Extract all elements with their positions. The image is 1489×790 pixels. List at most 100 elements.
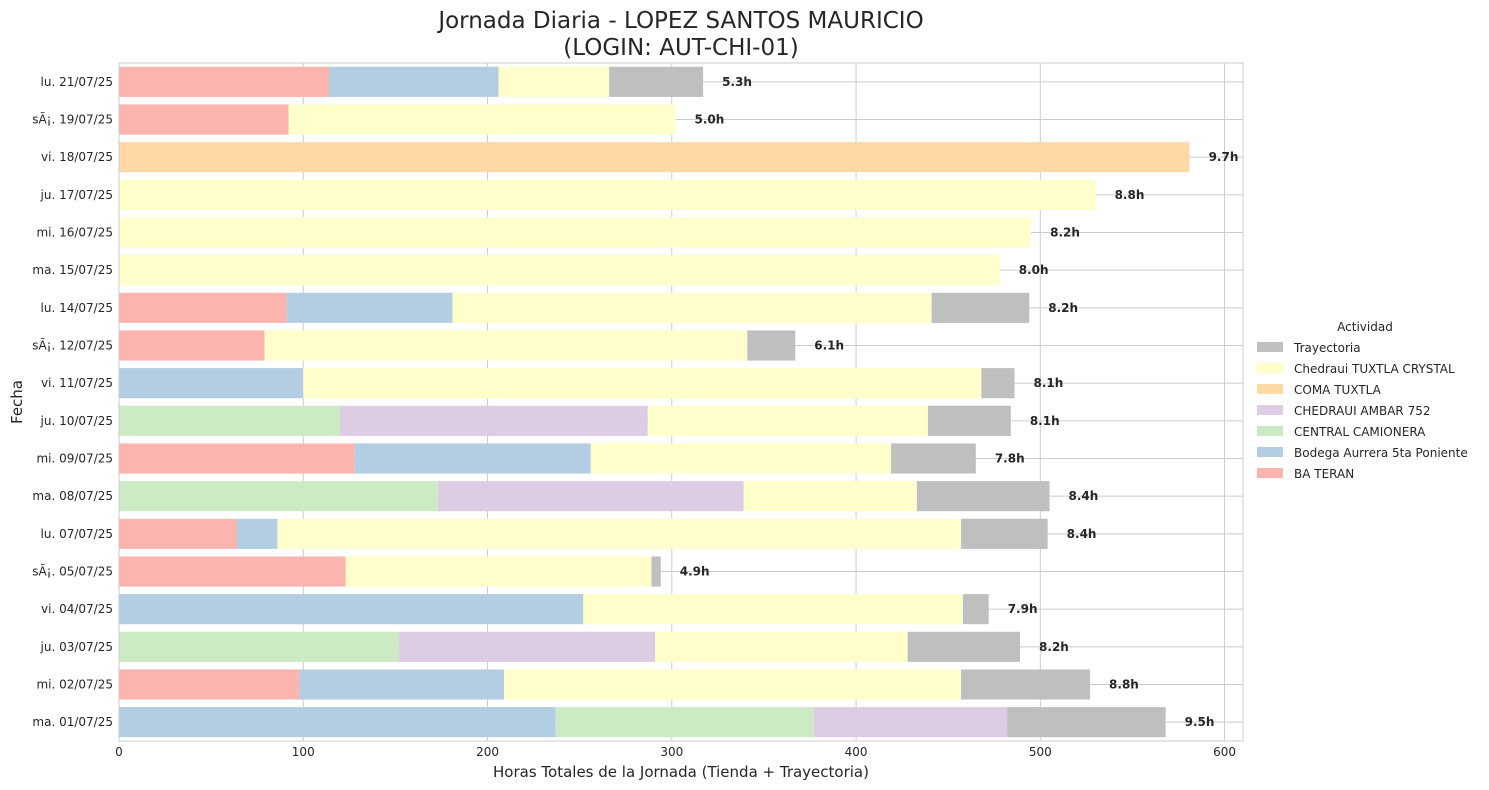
bar-segment: [609, 66, 704, 97]
bar-segment: [345, 556, 652, 587]
chart-title: Jornada Diaria - LOPEZ SANTOS MAURICIO: [436, 8, 923, 34]
y-tick-label: lu. 07/07/25: [41, 527, 113, 541]
total-label: 8.1h: [1034, 376, 1064, 390]
bar-segment: [962, 594, 989, 625]
y-tick-label: vi. 18/07/25: [41, 150, 113, 164]
plot-frame: [118, 62, 1244, 742]
y-tick-labels: ma. 01/07/25 mi. 02/07/25 ju. 03/07/25 vi. …: [32, 75, 113, 729]
bar-segment: [119, 66, 330, 97]
y-tick-label: mi. 09/07/25: [36, 452, 113, 466]
y-tick-label: ju. 10/07/25: [40, 414, 113, 428]
total-label: 8.1h: [1030, 414, 1060, 428]
x-tick-label: 100: [292, 745, 315, 759]
bar-segment: [504, 669, 962, 700]
x-tick-label: 300: [660, 745, 683, 759]
bar-segment: [340, 405, 648, 436]
bars-group: [119, 66, 1190, 738]
bar-segment: [1007, 707, 1166, 738]
total-label: 8.2h: [1050, 226, 1080, 240]
y-tick-label: ma. 08/07/25: [32, 489, 113, 503]
bar-segment: [329, 66, 499, 97]
bar-segment: [916, 481, 1050, 512]
bar-segment: [590, 443, 892, 474]
bar-segment: [119, 556, 346, 587]
total-label: 5.3h: [722, 75, 752, 89]
legend-swatch: [1257, 405, 1283, 415]
y-tick-label: lu. 14/07/25: [41, 301, 113, 315]
bar-segment: [119, 217, 1032, 248]
total-label: 8.8h: [1109, 678, 1139, 692]
x-tick-label: 400: [845, 745, 868, 759]
total-label: 8.4h: [1069, 489, 1099, 503]
bar-segment: [288, 104, 676, 135]
x-tick-label: 500: [1029, 745, 1052, 759]
legend-title: Actividad: [1337, 320, 1393, 334]
bar-segment: [119, 179, 1096, 210]
bar-segment: [119, 518, 237, 549]
bar-segment: [498, 66, 610, 97]
legend-swatch: [1257, 468, 1283, 478]
bar-segment: [119, 707, 556, 738]
bar-segment: [437, 481, 744, 512]
y-tick-label: vi. 11/07/25: [41, 376, 113, 390]
bar-segment: [119, 255, 1000, 286]
y-tick-label: sÃ¡. 12/07/25: [32, 338, 113, 353]
legend-swatch: [1257, 384, 1283, 394]
bar-segment: [119, 104, 289, 135]
bar-segment: [264, 330, 748, 361]
total-label: 4.9h: [680, 565, 710, 579]
y-tick-label: ma. 15/07/25: [32, 263, 113, 277]
bar-segment: [981, 368, 1015, 399]
bar-segment: [655, 631, 908, 662]
bar-segment: [119, 330, 265, 361]
bar-segment: [743, 481, 917, 512]
bar-segment: [747, 330, 796, 361]
total-label: 5.0h: [694, 113, 724, 127]
bar-segment: [961, 518, 1048, 549]
legend-label: CHEDRAUI AMBAR 752: [1294, 404, 1430, 418]
bar-segment: [299, 669, 505, 700]
bar-segment: [907, 631, 1021, 662]
legend-swatch: [1257, 447, 1283, 457]
bar-segment: [119, 405, 341, 436]
x-tick-labels: 0 100 200 300 400 500 600: [115, 745, 1236, 759]
bar-segment: [927, 405, 1011, 436]
total-label: 7.8h: [995, 452, 1025, 466]
bar-segment: [119, 631, 400, 662]
total-labels: 9.5h 8.8h 8.2h 7.9h 4.9h 8.4h 8.4h 7.8h 8.1h 8.1h…: [680, 75, 1239, 729]
y-tick-label: ma. 01/07/25: [32, 715, 113, 729]
bar-segment: [555, 707, 814, 738]
bar-segment: [452, 292, 932, 323]
bar-segment: [119, 443, 355, 474]
bar-segment: [119, 292, 287, 323]
bar-segment: [931, 292, 1030, 323]
y-tick-label: ju. 17/07/25: [40, 188, 113, 202]
bar-segment: [119, 368, 304, 399]
legend-swatch: [1257, 426, 1283, 436]
bar-segment: [119, 142, 1190, 173]
y-tick-label: sÃ¡. 19/07/25: [32, 112, 113, 127]
legend-label: CENTRAL CAMIONERA: [1294, 425, 1426, 439]
total-label: 7.9h: [1008, 602, 1038, 616]
legend-swatch: [1257, 363, 1283, 373]
bar-segment: [119, 594, 584, 625]
legend-label: Trayectoria: [1293, 341, 1361, 355]
total-label: 8.2h: [1039, 640, 1069, 654]
x-axis-label: Horas Totales de la Jornada (Tienda + Tr…: [493, 763, 869, 781]
bar-segment: [354, 443, 591, 474]
chart-subtitle: (LOGIN: AUT-CHI-01): [563, 35, 798, 61]
legend-label: Chedraui TUXTLA CRYSTAL: [1294, 362, 1455, 376]
bar-segment: [583, 594, 963, 625]
bar-segment: [277, 518, 962, 549]
total-label: 6.1h: [814, 339, 844, 353]
total-label: 8.8h: [1115, 188, 1145, 202]
total-label: 8.4h: [1067, 527, 1097, 541]
bar-segment: [891, 443, 976, 474]
legend-label: Bodega Aurrera 5ta Poniente: [1294, 446, 1468, 460]
legend-swatch: [1257, 342, 1283, 352]
bar-segment: [961, 669, 1091, 700]
y-tick-label: mi. 02/07/25: [36, 678, 113, 692]
y-tick-label: vi. 04/07/25: [41, 602, 113, 616]
bar-segment: [651, 556, 661, 587]
